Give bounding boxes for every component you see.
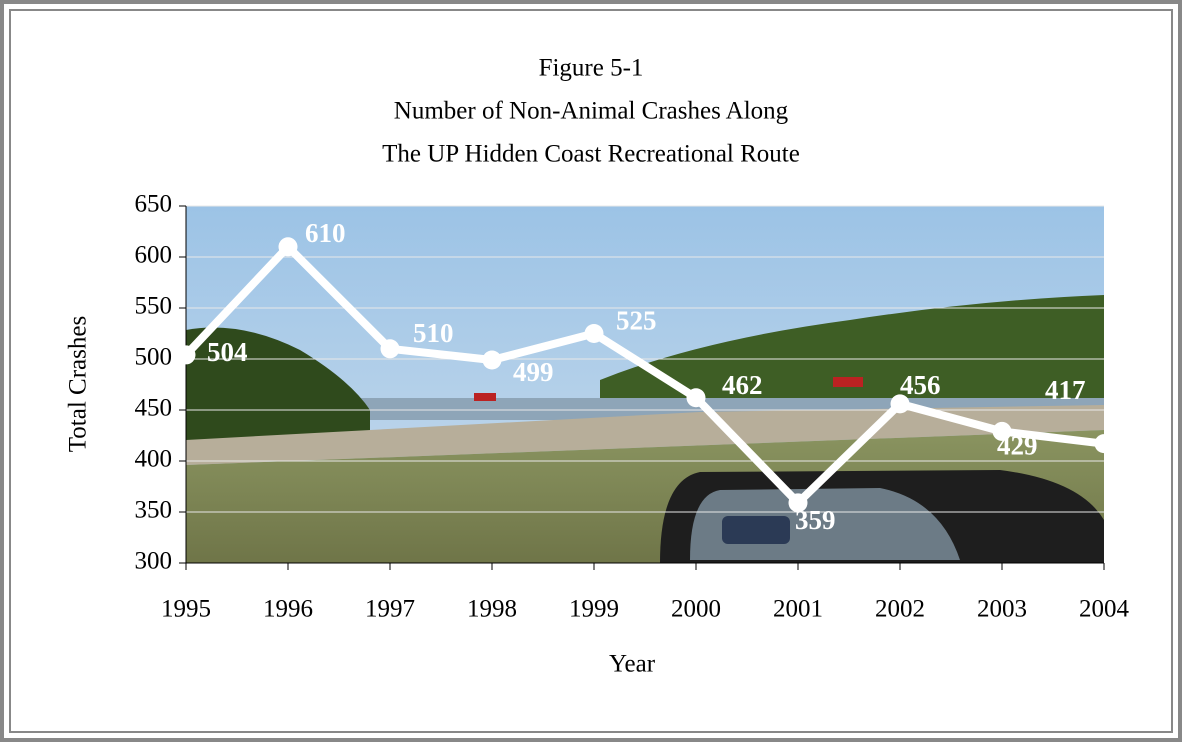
value-label: 510	[413, 318, 454, 348]
x-tick-label: 1998	[467, 596, 517, 623]
marker	[585, 324, 604, 343]
value-label: 417	[1045, 375, 1086, 405]
y-tick-label: 550	[135, 293, 173, 320]
x-tick-label: 2002	[875, 596, 925, 623]
value-label: 525	[616, 306, 657, 336]
x-tick-label: 1997	[365, 596, 415, 623]
x-tick-label: 2000	[671, 596, 721, 623]
x-tick-label: 2004	[1079, 596, 1130, 623]
value-label: 499	[513, 357, 554, 387]
x-tick-label: 2001	[773, 596, 823, 623]
y-tick-label: 650	[135, 191, 173, 218]
chart-title: Figure 5-1	[539, 55, 644, 82]
value-label: 504	[207, 337, 248, 367]
x-axis-label: Year	[609, 651, 656, 678]
y-tick-label: 300	[135, 548, 173, 575]
y-tick-label: 400	[135, 446, 173, 473]
value-label: 456	[900, 370, 941, 400]
marker	[1095, 434, 1114, 453]
y-tick-label: 450	[135, 395, 173, 422]
chart: Figure 5-1 Number of Non-Animal Crashes …	[0, 0, 1182, 742]
y-tick-label: 500	[135, 344, 173, 371]
chart-title: The UP Hidden Coast Recreational Route	[382, 141, 800, 168]
x-tick-label: 1995	[161, 596, 211, 623]
x-tick-label: 1999	[569, 596, 619, 623]
marker	[381, 339, 400, 358]
marker	[177, 345, 196, 364]
marker	[279, 237, 298, 256]
x-tick-label: 1996	[263, 596, 313, 623]
chart-title: Number of Non-Animal Crashes Along	[394, 98, 789, 125]
value-label: 610	[305, 218, 346, 248]
value-label: 462	[722, 370, 763, 400]
y-tick-label: 350	[135, 497, 173, 524]
x-tick-label: 2003	[977, 596, 1027, 623]
value-label: 429	[997, 431, 1038, 461]
y-tick-label: 600	[135, 242, 173, 269]
marker	[687, 388, 706, 407]
marker	[483, 351, 502, 370]
plot-background	[186, 206, 1104, 563]
value-label: 359	[795, 505, 836, 535]
y-axis-label: Total Crashes	[65, 316, 92, 452]
